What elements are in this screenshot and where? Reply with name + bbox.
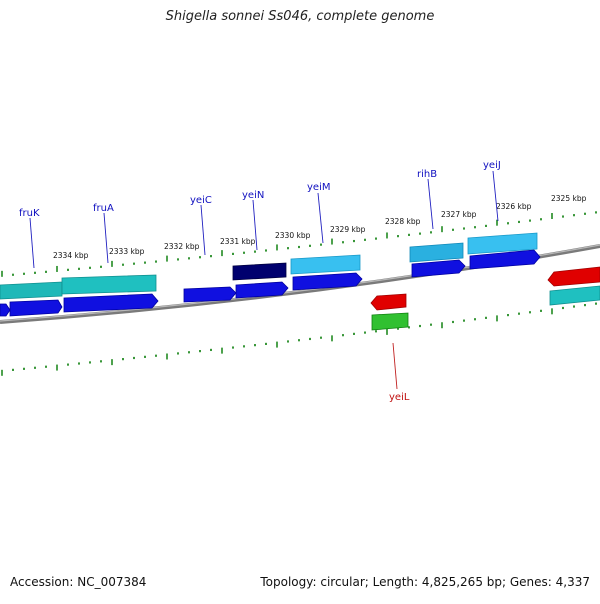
tick-label-2333: 2333 kbp bbox=[109, 247, 145, 256]
leader-fruK bbox=[29, 217, 35, 269]
gene-yeiL[interactable] bbox=[370, 293, 407, 311]
genome-summary: Topology: circular; Length: 4,825,265 bp… bbox=[260, 575, 590, 589]
gene-blue-2[interactable] bbox=[9, 299, 63, 317]
tick-label-2327: 2327 kbp bbox=[441, 210, 477, 219]
label-yeiC[interactable]: yeiC bbox=[190, 195, 212, 206]
leader-yeiJ bbox=[492, 170, 499, 222]
genome-title: Shigella sonnei Ss046, complete genome bbox=[165, 9, 435, 24]
gene-teal-right[interactable] bbox=[549, 285, 600, 306]
tick-label-2328: 2328 kbp bbox=[385, 217, 421, 226]
label-yeiM[interactable]: yeiM bbox=[307, 182, 330, 193]
gene-fruA[interactable] bbox=[61, 274, 157, 295]
inner-scale-ticks bbox=[1, 302, 597, 376]
gene-green[interactable] bbox=[371, 312, 409, 331]
gene-yeiN[interactable] bbox=[232, 262, 287, 281]
gene-red-right[interactable] bbox=[547, 266, 600, 287]
outer-scale-ticks bbox=[1, 211, 597, 277]
tick-label-2334: 2334 kbp bbox=[53, 251, 89, 260]
tick-label-2330: 2330 kbp bbox=[275, 231, 311, 240]
gene-blue-5[interactable] bbox=[235, 281, 289, 299]
gene-fruK[interactable] bbox=[0, 281, 63, 300]
label-yeiJ[interactable]: yeiJ bbox=[483, 160, 501, 171]
leader-yeiN bbox=[252, 199, 258, 251]
gene-blue-4[interactable] bbox=[183, 286, 237, 303]
scale-labels: 2334 kbp 2333 kbp 2332 kbp 2331 kbp 2330… bbox=[53, 194, 587, 260]
label-fruK[interactable]: fruK bbox=[19, 208, 40, 219]
gene-blue-6[interactable] bbox=[292, 272, 363, 291]
gene-blue-7[interactable] bbox=[411, 259, 466, 278]
gene-yeiM[interactable] bbox=[290, 254, 361, 275]
gene-track-outer bbox=[0, 232, 600, 317]
leader-yeiM bbox=[317, 192, 324, 244]
gene-yeiJ[interactable] bbox=[467, 232, 538, 255]
label-yeiN[interactable]: yeiN bbox=[242, 190, 264, 201]
leader-yeiL bbox=[392, 342, 398, 390]
gene-blue-3[interactable] bbox=[63, 293, 159, 313]
tick-label-2326: 2326 kbp bbox=[496, 202, 532, 211]
tick-label-2329: 2329 kbp bbox=[330, 225, 366, 234]
label-rihB[interactable]: rihB bbox=[417, 169, 437, 180]
tick-label-2325: 2325 kbp bbox=[551, 194, 587, 203]
leader-fruA bbox=[103, 212, 109, 264]
label-fruA[interactable]: fruA bbox=[93, 203, 114, 214]
gene-track-inner bbox=[370, 293, 409, 331]
tick-label-2332: 2332 kbp bbox=[164, 242, 200, 251]
leader-yeiC bbox=[200, 204, 206, 256]
label-leaders bbox=[29, 170, 499, 390]
gene-blue-1[interactable] bbox=[0, 303, 11, 317]
gene-blue-8[interactable] bbox=[469, 249, 541, 270]
accession-label: Accession: NC_007384 bbox=[10, 575, 147, 589]
label-yeiL[interactable]: yeiL bbox=[389, 392, 410, 403]
leader-rihB bbox=[427, 178, 434, 230]
gene-rihB[interactable] bbox=[409, 242, 464, 263]
gene-labels: fruK fruA yeiC yeiN yeiM rihB yeiJ yeiL bbox=[19, 160, 501, 403]
tick-label-2331: 2331 kbp bbox=[220, 237, 256, 246]
